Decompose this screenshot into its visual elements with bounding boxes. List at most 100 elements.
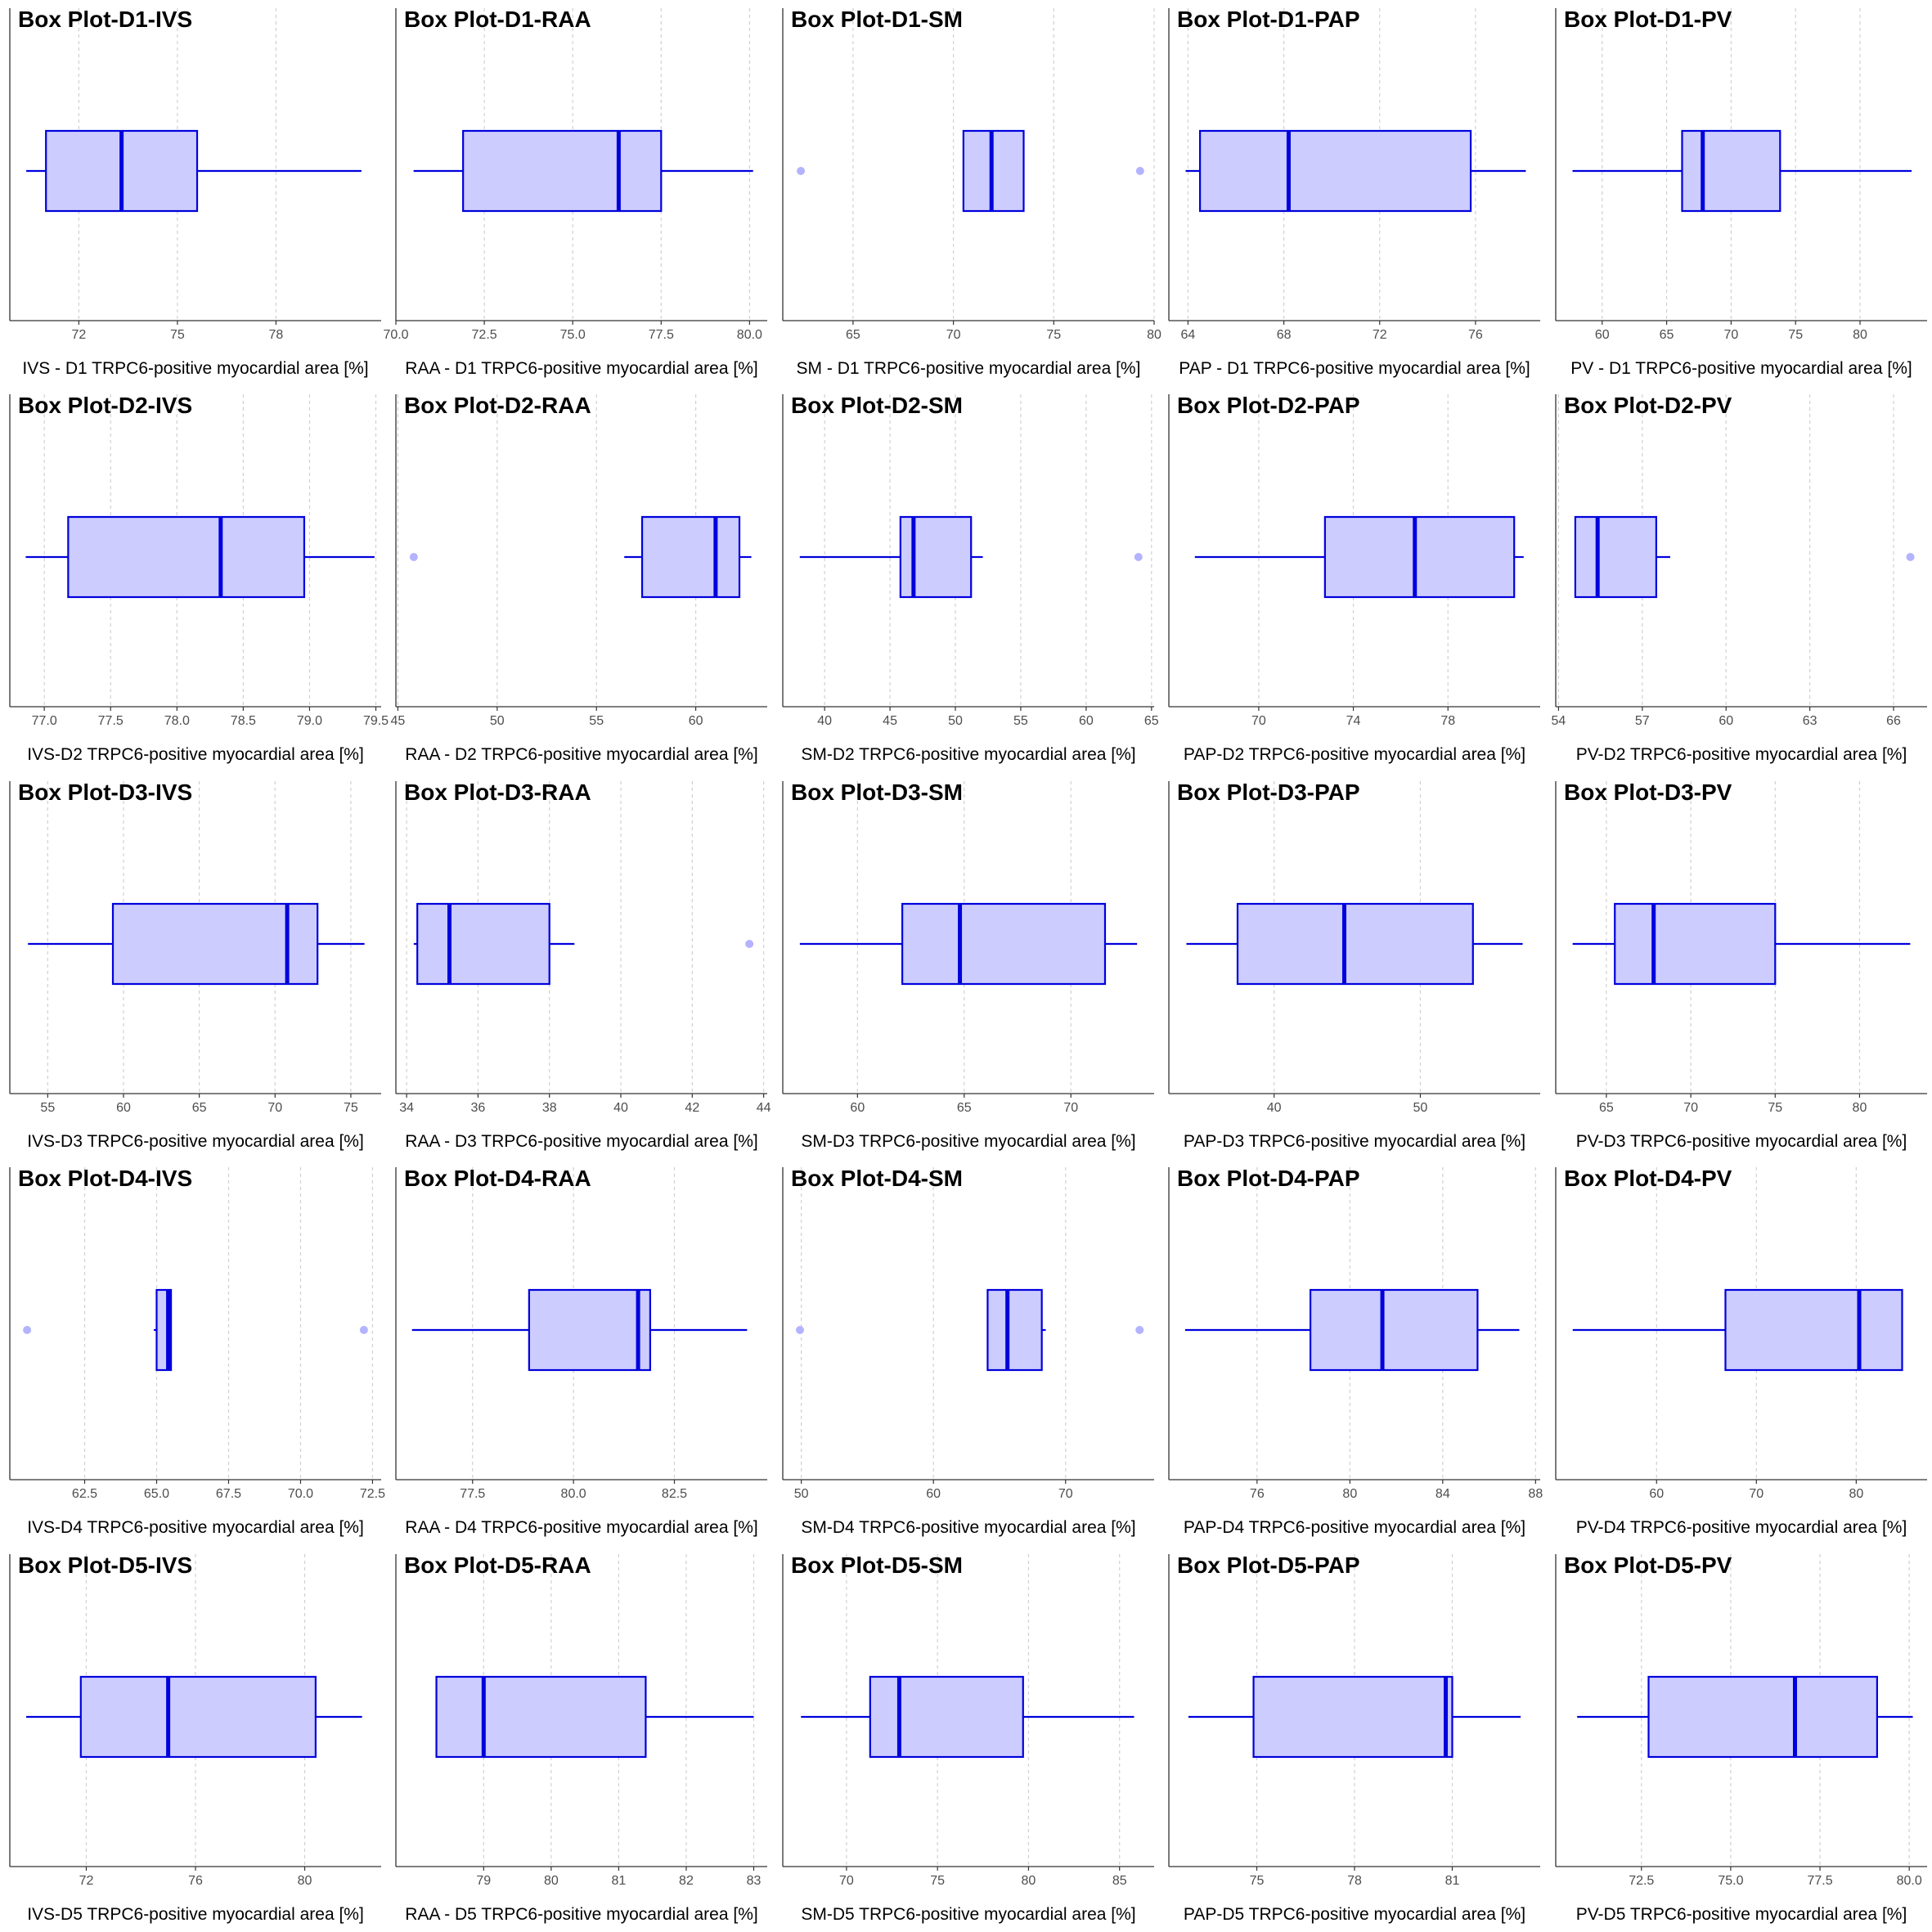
- box-plot-panel: 62.5 65.0 67.5 70.0 72.5 Box Plot-D4-IVS IVS-D…: [0, 1159, 386, 1545]
- x-axis-label: IVS - D1 TRPC6-positive myocardial area …: [22, 359, 368, 378]
- chart-title: Box Plot-D4-IVS: [18, 1166, 192, 1191]
- iqr-box: [1574, 515, 1657, 599]
- box-plot-panel: 50 60 70 Box Plot-D4-SM SM-D4 TRPC6-positive…: [773, 1159, 1159, 1545]
- x-tick-label: 60: [1079, 714, 1094, 728]
- iqr-box: [869, 1675, 1024, 1759]
- x-tick-label: 79.5: [363, 714, 389, 728]
- x-tick-label: 78: [269, 328, 284, 342]
- x-tick-label: 62.5: [72, 1487, 97, 1501]
- box-plot-svg: 65 70 75 80 Box Plot-D1-SM SM - D1 TRPC6-posi…: [782, 7, 1161, 378]
- chart-title: Box Plot-D1-SM: [791, 7, 963, 32]
- iqr-box: [1647, 1675, 1878, 1759]
- x-tick-label: 77.5: [1807, 1874, 1832, 1888]
- chart-title: Box Plot-D5-RAA: [404, 1552, 591, 1578]
- box-plot-panel: 70 75 80 85 Box Plot-D5-SM SM-D5 TRPC6-positi…: [773, 1546, 1159, 1932]
- iqr-box: [1198, 129, 1472, 213]
- chart-title: Box Plot-D1-RAA: [404, 7, 591, 32]
- x-tick-label: 75: [1788, 328, 1803, 342]
- box-plot-svg: 60 70 80 Box Plot-D4-PV PV-D4 TRPC6-positive…: [1555, 1166, 1927, 1537]
- x-tick-label: 82: [679, 1874, 694, 1888]
- chart-title: Box Plot-D2-PV: [1564, 393, 1732, 418]
- chart-title: Box Plot-D5-PV: [1564, 1552, 1732, 1578]
- iqr-box: [1724, 1288, 1903, 1372]
- x-axis-label: PAP - D1 TRPC6-positive myocardial area …: [1179, 359, 1530, 378]
- iqr-box: [1252, 1675, 1453, 1759]
- outlier-point: [1134, 553, 1143, 561]
- x-tick-label: 84: [1436, 1487, 1450, 1501]
- x-axis-label: PAP-D3 TRPC6-positive myocardial area [%…: [1184, 1132, 1525, 1151]
- x-tick-label: 42: [685, 1101, 699, 1115]
- box-plot-svg: 55 60 65 70 75 Box Plot-D3-IVS IVS-D3 TRPC6-po…: [9, 780, 381, 1151]
- x-tick-label: 40: [817, 714, 832, 728]
- x-axis-label: PAP-D5 TRPC6-positive myocardial area [%…: [1184, 1905, 1525, 1924]
- x-tick-label: 70: [1251, 714, 1266, 728]
- chart-title: Box Plot-D5-IVS: [18, 1552, 192, 1578]
- iqr-box: [79, 1675, 317, 1759]
- outlier-point: [796, 1326, 805, 1334]
- box-plot-svg: 72 76 80 Box Plot-D5-IVS IVS-D5 TRPC6-positi…: [9, 1552, 381, 1924]
- box-plot-svg: 50 60 70 Box Plot-D4-SM SM-D4 TRPC6-positive…: [782, 1166, 1154, 1537]
- x-tick-label: 79.0: [297, 714, 322, 728]
- x-tick-label: 85: [1112, 1874, 1127, 1888]
- x-tick-label: 34: [399, 1101, 414, 1115]
- chart-title: Box Plot-D4-PAP: [1177, 1166, 1360, 1191]
- x-tick-label: 75: [1046, 328, 1061, 342]
- x-tick-label: 65: [1599, 1101, 1614, 1115]
- x-tick-label: 54: [1552, 714, 1566, 728]
- x-axis-label: IVS-D2 TRPC6-positive myocardial area [%…: [27, 745, 364, 764]
- box-plot-svg: 75 78 81 Box Plot-D5-PAP PAP-D5 TRPC6-positi…: [1168, 1552, 1540, 1924]
- x-tick-label: 72: [79, 1874, 94, 1888]
- iqr-box: [67, 515, 306, 599]
- x-tick-label: 65.0: [144, 1487, 169, 1501]
- x-tick-label: 72: [1373, 328, 1387, 342]
- x-axis-label: SM-D4 TRPC6-positive myocardial area [%]: [801, 1518, 1135, 1537]
- x-axis-label: SM-D3 TRPC6-positive myocardial area [%]: [801, 1132, 1135, 1151]
- x-tick-label: 80: [298, 1874, 312, 1888]
- box-plot-panel: 65 70 75 80 Box Plot-D1-SM SM - D1 TRPC6-posi…: [773, 0, 1161, 386]
- x-tick-label: 80: [1342, 1487, 1357, 1501]
- x-axis-label: RAA - D4 TRPC6-positive myocardial area …: [405, 1518, 757, 1537]
- box-plot-panel: 72 75 78 Box Plot-D1-IVS IVS - D1 TRPC6-posi…: [0, 0, 386, 386]
- x-tick-label: 80: [1849, 1487, 1863, 1501]
- box-plot-panel: 40 45 50 55 60 65 Box Plot-D2-SM SM-D2 TRPC6-po…: [773, 386, 1159, 772]
- x-tick-label: 65: [192, 1101, 207, 1115]
- x-tick-label: 55: [589, 714, 604, 728]
- x-tick-label: 68: [1277, 328, 1292, 342]
- x-tick-label: 50: [1413, 1101, 1428, 1115]
- x-tick-label: 78.0: [164, 714, 190, 728]
- box-plot-panel: 60 70 80 Box Plot-D4-PV PV-D4 TRPC6-positive…: [1546, 1159, 1932, 1545]
- x-tick-label: 70: [267, 1101, 282, 1115]
- outlier-point: [409, 553, 418, 561]
- iqr-box: [899, 515, 973, 599]
- x-axis-label: RAA - D3 TRPC6-positive myocardial area …: [405, 1132, 757, 1151]
- x-tick-label: 80: [544, 1874, 559, 1888]
- x-tick-label: 79: [476, 1874, 491, 1888]
- chart-title: Box Plot-D5-PAP: [1177, 1552, 1360, 1578]
- iqr-box: [640, 515, 741, 599]
- x-tick-label: 76: [1468, 328, 1483, 342]
- box-plot-panel: 79 80 81 82 83 Box Plot-D5-RAA RAA - D5 TRPC6-…: [386, 1546, 772, 1932]
- x-tick-label: 80: [1853, 328, 1867, 342]
- x-axis-label: PV-D5 TRPC6-positive myocardial area [%]: [1576, 1905, 1907, 1924]
- chart-title: Box Plot-D4-RAA: [404, 1166, 591, 1191]
- x-tick-label: 65: [1660, 328, 1674, 342]
- x-tick-label: 81: [1445, 1874, 1460, 1888]
- x-tick-label: 78: [1440, 714, 1455, 728]
- iqr-box: [416, 902, 550, 986]
- x-tick-label: 64: [1181, 328, 1196, 342]
- x-tick-label: 75: [170, 328, 185, 342]
- x-tick-label: 40: [1267, 1101, 1282, 1115]
- outlier-point: [23, 1326, 32, 1334]
- box-plot-panel: 65 70 75 80 Box Plot-D3-PV PV-D3 TRPC6-positi…: [1546, 773, 1932, 1159]
- x-tick-label: 80: [1147, 328, 1161, 342]
- x-axis-label: PV - D1 TRPC6-positive myocardial area […: [1570, 359, 1912, 378]
- box-plot-svg: 60 65 70 Box Plot-D3-SM SM-D3 TRPC6-positive…: [782, 780, 1154, 1151]
- iqr-box: [435, 1675, 647, 1759]
- x-tick-label: 70: [1063, 1101, 1078, 1115]
- x-tick-label: 38: [542, 1101, 557, 1115]
- iqr-box: [1681, 129, 1781, 213]
- x-tick-label: 75: [930, 1874, 945, 1888]
- x-tick-label: 65: [1144, 714, 1159, 728]
- box-plot-svg: 72 75 78 Box Plot-D1-IVS IVS - D1 TRPC6-posi…: [9, 7, 381, 378]
- x-axis-label: RAA - D1 TRPC6-positive myocardial area …: [405, 359, 757, 378]
